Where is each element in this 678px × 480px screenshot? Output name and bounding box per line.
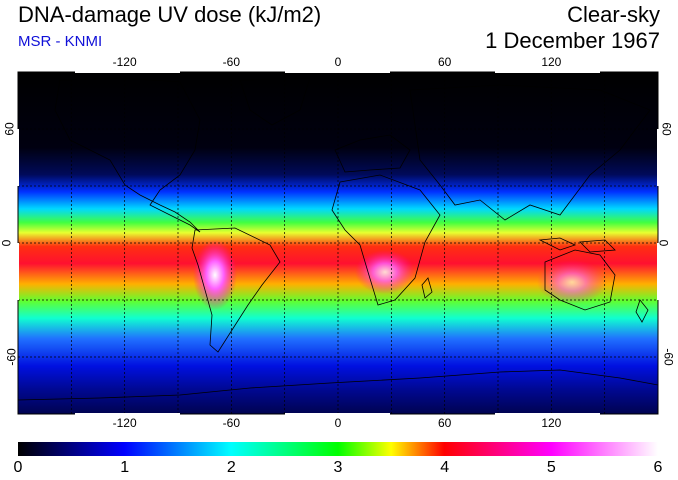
lon-tick-label-bottom: 120 <box>541 416 562 430</box>
lat-tick-label-left: 60 <box>2 122 17 136</box>
lon-tick-label-bottom: 0 <box>334 416 342 430</box>
lat-tick-label-right: 60 <box>659 122 674 136</box>
colorbar-tick-label: 2 <box>226 459 236 476</box>
coastlines <box>18 77 658 401</box>
lon-tick-label-bottom: -120 <box>112 416 137 430</box>
frame-edge-marks <box>17 71 659 415</box>
colorbar <box>18 442 658 456</box>
lon-tick-label-bottom: 60 <box>437 416 452 430</box>
date-label: 1 December 1967 <box>485 28 660 53</box>
lat-tick-label-left: 0 <box>0 239 14 247</box>
colorbar-tick-label: 4 <box>440 459 450 476</box>
lon-tick-label-top: 0 <box>334 55 342 69</box>
hotspot-southern-africa <box>355 250 415 294</box>
colorbar-tick-label: 3 <box>333 459 343 476</box>
lat-tick-label-right: 0 <box>656 239 671 247</box>
hotspot-australia <box>537 260 607 304</box>
lon-tick-label-top: 120 <box>541 55 562 69</box>
lat-tick-label-left: -60 <box>4 348 19 366</box>
lon-tick-label-top: 60 <box>437 55 452 69</box>
lon-tick-label-bottom: -60 <box>222 416 240 430</box>
sky-condition-label: Clear-sky <box>567 2 660 27</box>
graticule <box>18 72 658 414</box>
source-label: MSR - KNMI <box>18 33 103 50</box>
lon-tick-label-top: -60 <box>222 55 240 69</box>
colorbar-tick-label: 5 <box>546 459 556 476</box>
lat-tick-label-right: -60 <box>661 348 676 366</box>
colorbar-tick-label: 0 <box>13 459 23 476</box>
hotspot-south-america <box>193 240 237 310</box>
lon-tick-label-top: -120 <box>112 55 137 69</box>
map-title: DNA-damage UV dose (kJ/m2) <box>18 2 322 27</box>
colorbar-tick-label: 1 <box>120 459 130 476</box>
colorbar-tick-label: 6 <box>653 459 663 476</box>
